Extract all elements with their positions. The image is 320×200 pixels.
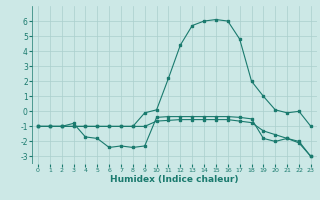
X-axis label: Humidex (Indice chaleur): Humidex (Indice chaleur) — [110, 175, 239, 184]
